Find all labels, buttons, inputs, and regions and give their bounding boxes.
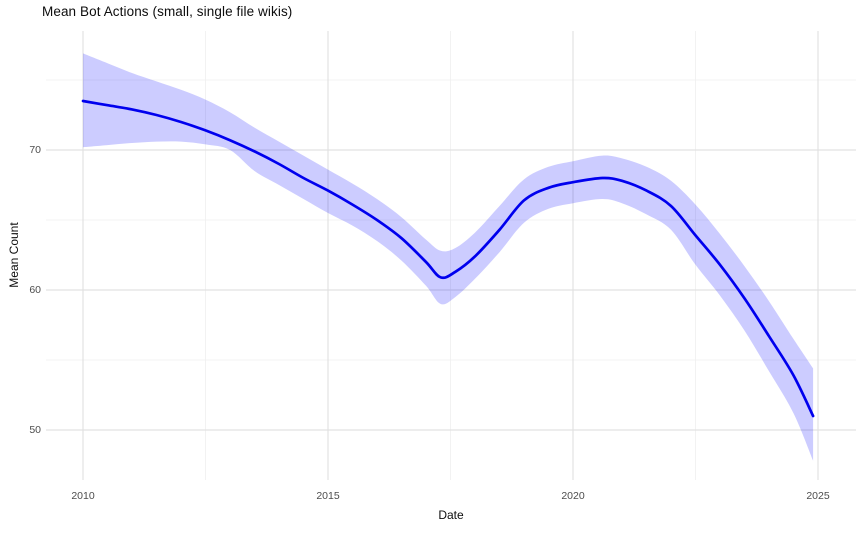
x-axis-title: Date bbox=[438, 508, 464, 522]
x-tick-label: 2015 bbox=[316, 490, 340, 502]
y-axis-title: Mean Count bbox=[7, 222, 21, 288]
trend-line bbox=[81, 99, 815, 418]
y-tick-label: 60 bbox=[29, 284, 41, 296]
confidence-band bbox=[83, 53, 814, 461]
x-tick-label: 2020 bbox=[561, 490, 585, 502]
y-tick-label: 50 bbox=[29, 424, 41, 436]
y-tick-label: 70 bbox=[29, 144, 41, 156]
x-tick-label: 2025 bbox=[806, 490, 830, 502]
chart-title: Mean Bot Actions (small, single file wik… bbox=[42, 4, 293, 19]
x-tick-label: 2010 bbox=[71, 490, 95, 502]
